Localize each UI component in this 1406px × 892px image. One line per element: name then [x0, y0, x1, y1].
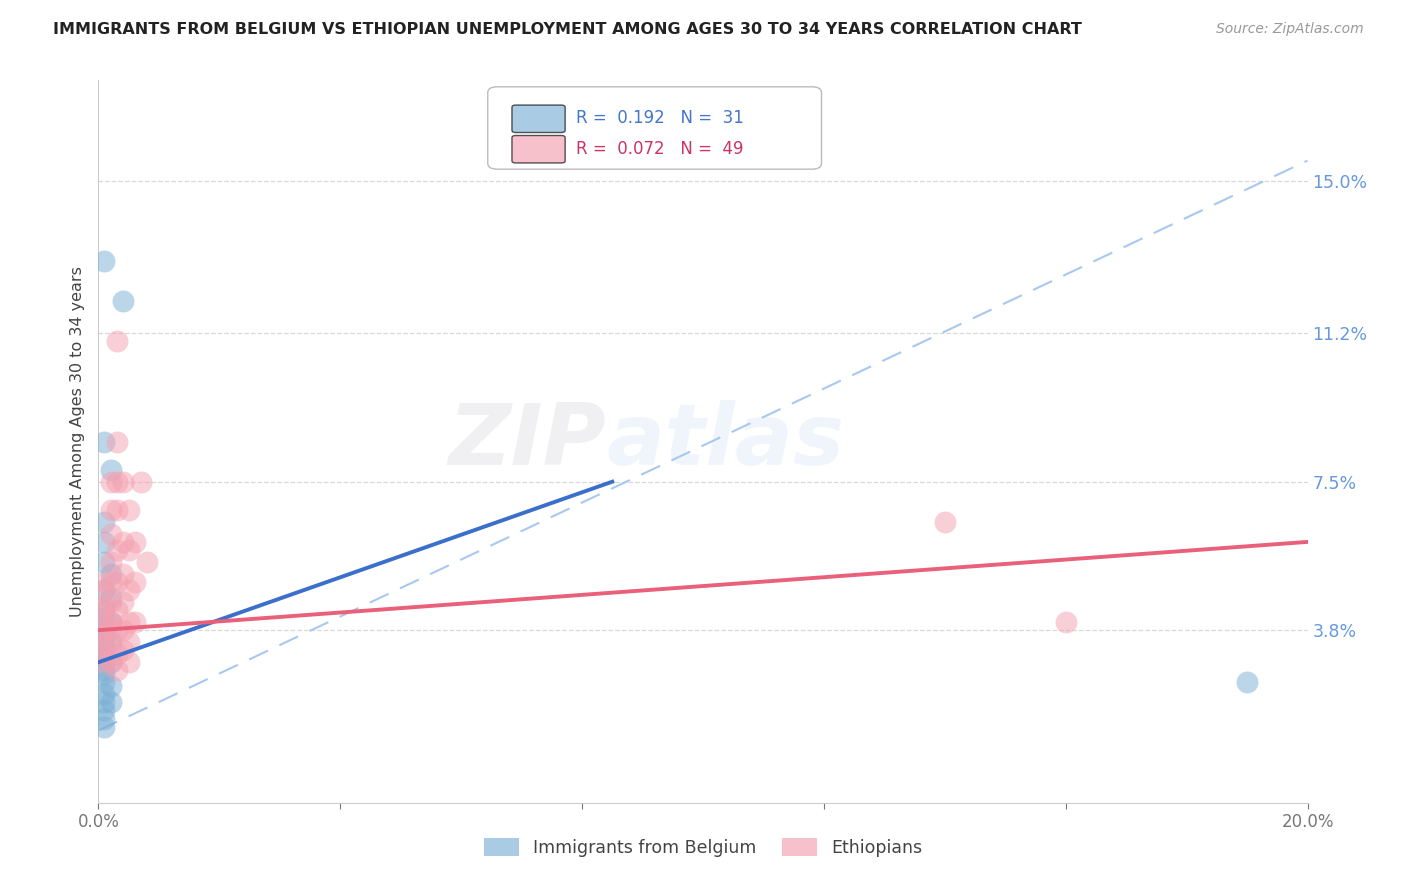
Point	[118, 583, 141, 598]
Point	[93, 434, 115, 449]
Point	[93, 632, 115, 646]
Point	[93, 648, 115, 662]
Point	[111, 595, 134, 609]
Point	[100, 623, 122, 637]
FancyBboxPatch shape	[512, 136, 565, 163]
Point	[93, 687, 115, 701]
Point	[100, 655, 122, 669]
Point	[100, 595, 122, 609]
Point	[129, 475, 152, 489]
Point	[111, 293, 134, 308]
Point	[93, 534, 115, 549]
Point	[105, 334, 128, 348]
Point	[105, 664, 128, 678]
Point	[100, 462, 122, 476]
Point	[93, 643, 115, 657]
Point	[100, 680, 122, 694]
Point	[118, 542, 141, 557]
Point	[118, 615, 141, 630]
Point	[93, 611, 115, 625]
Point	[118, 635, 141, 649]
Point	[93, 655, 115, 669]
Point	[93, 603, 115, 617]
Point	[93, 632, 115, 646]
Point	[100, 502, 122, 516]
Point	[105, 623, 128, 637]
Text: R =  0.192   N =  31: R = 0.192 N = 31	[576, 109, 744, 127]
Point	[124, 615, 146, 630]
Point	[124, 534, 146, 549]
Point	[93, 664, 115, 678]
Point	[100, 574, 122, 589]
Point	[111, 567, 134, 582]
Text: R =  0.072   N =  49: R = 0.072 N = 49	[576, 139, 744, 158]
Text: ZIP: ZIP	[449, 400, 606, 483]
Point	[93, 639, 115, 653]
Point	[118, 655, 141, 669]
Point	[93, 696, 115, 710]
Point	[93, 574, 115, 589]
Point	[105, 603, 128, 617]
Point	[111, 623, 134, 637]
Point	[118, 502, 141, 516]
Point	[100, 591, 122, 606]
FancyBboxPatch shape	[512, 105, 565, 133]
Point	[93, 253, 115, 268]
Point	[100, 635, 122, 649]
Point	[111, 643, 134, 657]
Point	[93, 703, 115, 717]
Text: atlas: atlas	[606, 400, 845, 483]
Point	[93, 515, 115, 529]
Point	[100, 696, 122, 710]
Point	[105, 574, 128, 589]
Point	[105, 475, 128, 489]
Point	[93, 623, 115, 637]
Point	[105, 542, 128, 557]
Point	[93, 583, 115, 598]
Point	[93, 623, 115, 637]
Point	[111, 534, 134, 549]
Point	[1054, 615, 1077, 630]
Point	[93, 603, 115, 617]
Point	[100, 526, 122, 541]
Point	[105, 648, 128, 662]
Point	[1236, 675, 1258, 690]
Point	[100, 639, 122, 653]
Point	[93, 655, 115, 669]
Point	[93, 599, 115, 614]
Point	[100, 615, 122, 630]
Point	[135, 555, 157, 569]
Point	[100, 555, 122, 569]
Point	[93, 583, 115, 598]
Text: Source: ZipAtlas.com: Source: ZipAtlas.com	[1216, 22, 1364, 37]
FancyBboxPatch shape	[488, 87, 821, 169]
Point	[934, 515, 956, 529]
Y-axis label: Unemployment Among Ages 30 to 34 years: Unemployment Among Ages 30 to 34 years	[69, 266, 84, 617]
Legend: Immigrants from Belgium, Ethiopians: Immigrants from Belgium, Ethiopians	[475, 830, 931, 865]
Point	[100, 567, 122, 582]
Point	[105, 434, 128, 449]
Point	[93, 615, 115, 630]
Point	[100, 655, 122, 669]
Point	[93, 712, 115, 726]
Point	[93, 648, 115, 662]
Point	[111, 475, 134, 489]
Point	[93, 667, 115, 681]
Point	[100, 615, 122, 630]
Point	[93, 555, 115, 569]
Point	[93, 719, 115, 733]
Point	[100, 475, 122, 489]
Point	[105, 502, 128, 516]
Point	[93, 675, 115, 690]
Text: IMMIGRANTS FROM BELGIUM VS ETHIOPIAN UNEMPLOYMENT AMONG AGES 30 TO 34 YEARS CORR: IMMIGRANTS FROM BELGIUM VS ETHIOPIAN UNE…	[53, 22, 1083, 37]
Point	[124, 574, 146, 589]
